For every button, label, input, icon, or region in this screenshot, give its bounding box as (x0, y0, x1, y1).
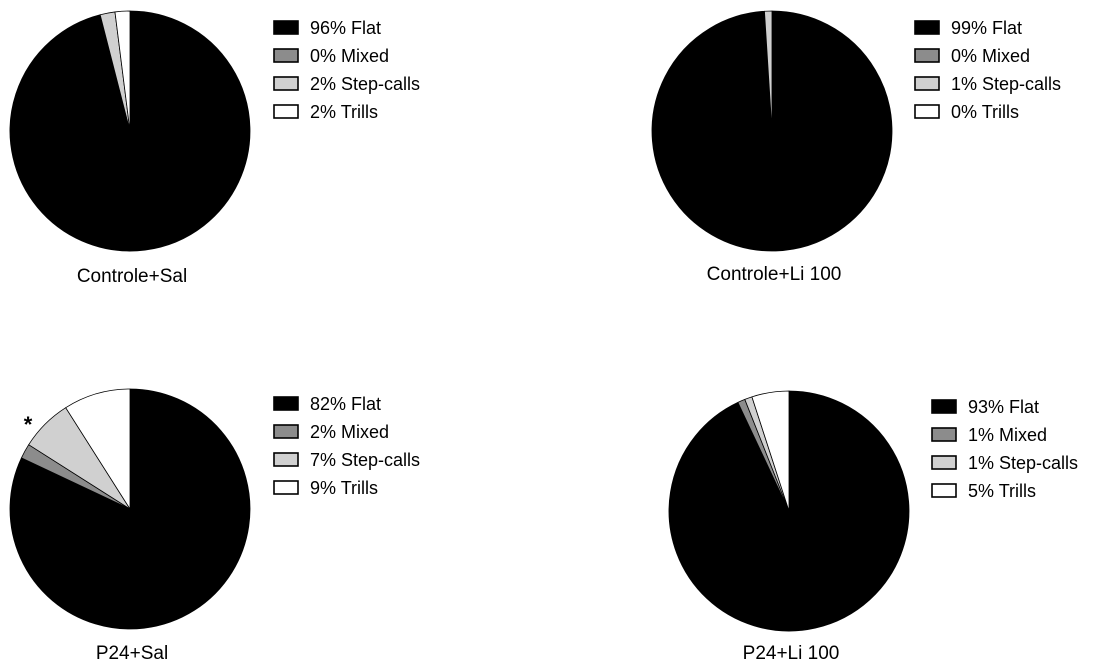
pie-panel-1: 96% Flat 0% Mixed 2% Step-calls 2% Trills Co… (9, 10, 420, 287)
panel-caption: Controle+Li 100 (707, 264, 842, 285)
legend-label-trills: 0% Trills (951, 102, 1019, 122)
panel-caption: P24+Li 100 (743, 643, 840, 663)
legend-label-flat: 99% Flat (951, 18, 1022, 38)
legend-swatch-flat (931, 399, 957, 414)
legend-label-step-calls: 7% Step-calls (310, 450, 420, 470)
legend-swatch-mixed (931, 427, 957, 442)
pie-panel-4: 93% Flat 1% Mixed 1% Step-calls 5% Trills P2… (668, 390, 1078, 663)
legend-swatch-step-calls (273, 76, 299, 91)
legend-swatch-step-calls (914, 76, 940, 91)
legend-label-flat: 96% Flat (310, 18, 381, 38)
panel-caption: Controle+Sal (77, 266, 187, 287)
legend-swatch-trills (273, 104, 299, 119)
legend-label-step-calls: 2% Step-calls (310, 74, 420, 94)
pie-slice-trills (114, 10, 131, 132)
pie-panel-3: 82% Flat 2% Mixed 7% Step-calls 9% Trills P2… (9, 388, 420, 663)
legend-label-mixed: 0% Mixed (951, 46, 1030, 66)
legend-swatch-step-calls (273, 452, 299, 467)
legend-label-trills: 2% Trills (310, 102, 378, 122)
legend-swatch-flat (273, 20, 299, 35)
legend-swatch-flat (914, 20, 940, 35)
pie-slice-trills (65, 388, 131, 510)
pie-slice-flat (9, 388, 251, 630)
legend-label-flat: 93% Flat (968, 397, 1039, 417)
legend-label-mixed: 0% Mixed (310, 46, 389, 66)
legend-swatch-trills (931, 483, 957, 498)
legend-label-mixed: 1% Mixed (968, 425, 1047, 445)
pie-slice-step-calls (764, 10, 773, 132)
legend-swatch-mixed (914, 48, 940, 63)
pie-slice-trills (751, 390, 790, 512)
panel-caption: P24+Sal (96, 643, 168, 663)
legend-swatch-flat (273, 396, 299, 411)
legend-label-flat: 82% Flat (310, 394, 381, 414)
legend-label-trills: 9% Trills (310, 478, 378, 498)
legend-swatch-trills (914, 104, 940, 119)
legend-label-mixed: 2% Mixed (310, 422, 389, 442)
pie-panel-2: 99% Flat 0% Mixed 1% Step-calls 0% Trills Co… (651, 10, 1061, 285)
legend-label-trills: 5% Trills (968, 481, 1036, 501)
legend-label-step-calls: 1% Step-calls (968, 453, 1078, 473)
legend-swatch-mixed (273, 48, 299, 63)
legend-swatch-mixed (273, 424, 299, 439)
legend-swatch-trills (273, 480, 299, 495)
legend-label-step-calls: 1% Step-calls (951, 74, 1061, 94)
legend-swatch-step-calls (931, 455, 957, 470)
significance-marker: * (24, 412, 33, 437)
